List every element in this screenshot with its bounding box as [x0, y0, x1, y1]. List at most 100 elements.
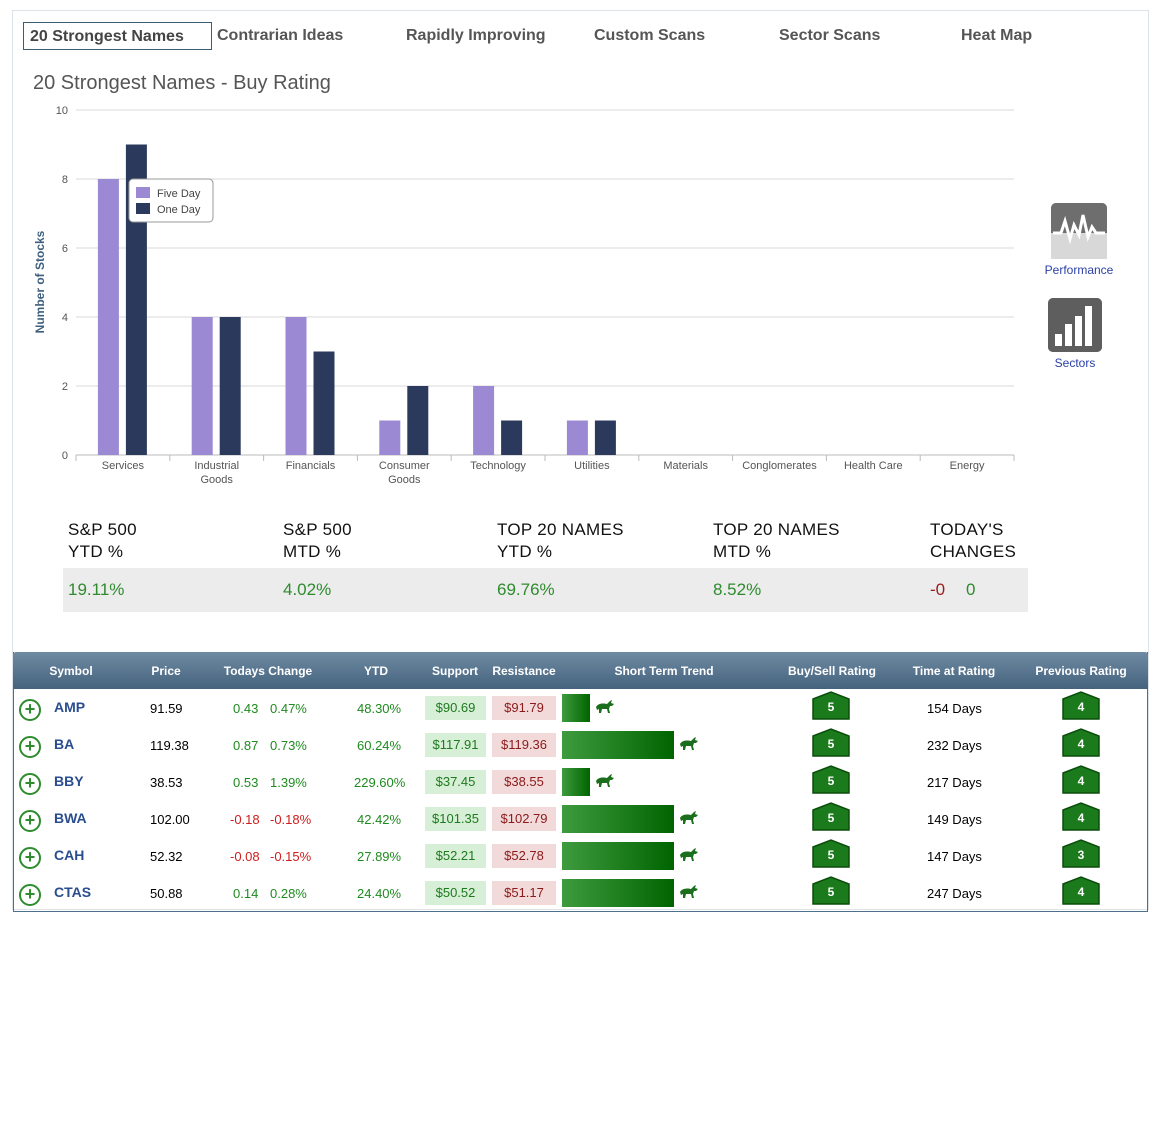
- x-tick-label: Consumer: [379, 460, 430, 472]
- ytd-value: 48.30%: [357, 701, 402, 716]
- change-percent: 0.28%: [270, 886, 307, 901]
- bar-one-day: [501, 420, 523, 455]
- summary-value: 8.52%: [713, 580, 762, 599]
- bull-icon: [678, 884, 700, 900]
- legend-swatch: [136, 203, 150, 214]
- y-tick-label: 10: [56, 105, 68, 117]
- expand-row-button[interactable]: +: [19, 810, 41, 832]
- bar-five-day: [191, 317, 213, 455]
- y-axis-label: Number of Stocks: [33, 230, 47, 333]
- x-tick-label: Goods: [388, 474, 421, 486]
- buy-sell-rating-badge: 5: [810, 876, 852, 905]
- resistance-value: $38.55: [492, 770, 556, 794]
- sector-bar-chart: 0 2 4 6 8 10 Number of Stocks Services Industria…: [33, 105, 1015, 486]
- bull-icon: [678, 736, 700, 752]
- col-todays-change[interactable]: Todays Change: [223, 664, 313, 678]
- support-value: $37.45: [425, 770, 486, 794]
- ytd-value: 229.60%: [354, 775, 406, 790]
- tab-sector-scans[interactable]: Sector Scans: [779, 27, 881, 44]
- stock-table: [13, 652, 1148, 912]
- support-value: $52.21: [425, 844, 486, 868]
- symbol-link[interactable]: BA: [54, 736, 75, 752]
- expand-row-button[interactable]: +: [19, 736, 41, 758]
- price-value: 52.32: [150, 849, 183, 864]
- tab-heat-map[interactable]: Heat Map: [961, 27, 1033, 44]
- bull-icon: [678, 847, 700, 863]
- sectors-label: Sectors: [1054, 356, 1096, 370]
- symbol-link[interactable]: BWA: [54, 810, 87, 826]
- price-value: 91.59: [150, 701, 183, 716]
- ytd-value: 60.24%: [357, 738, 402, 753]
- x-tick-label: Energy: [950, 460, 985, 472]
- symbol-link[interactable]: AMP: [54, 699, 86, 715]
- change-percent: 0.47%: [270, 701, 307, 716]
- col-price[interactable]: Price: [151, 664, 181, 678]
- col-ytd[interactable]: YTD: [364, 664, 388, 678]
- x-tick-label: Utilities: [574, 460, 610, 472]
- legend-label: Five Day: [157, 188, 201, 200]
- summary-header: TODAY'S CHANGES: [930, 520, 1017, 561]
- price-value: 119.38: [150, 738, 189, 753]
- resistance-value: $91.79: [492, 696, 556, 720]
- col-buy-sell-rating[interactable]: Buy/Sell Rating: [787, 664, 877, 678]
- x-tick-label: Health Care: [844, 460, 903, 472]
- x-tick-label: Industrial: [194, 460, 239, 472]
- col-support[interactable]: Support: [432, 664, 478, 678]
- bar-five-day: [97, 179, 119, 455]
- bull-icon: [594, 773, 616, 789]
- bull-icon: [678, 810, 700, 826]
- changes-negative-value: -0: [930, 580, 946, 599]
- legend-swatch: [136, 187, 150, 198]
- change-value: 0.87: [233, 738, 259, 753]
- time-at-rating: 232 Days: [927, 738, 982, 753]
- col-time-at-rating[interactable]: Time at Rating: [912, 664, 996, 678]
- tab-custom-scans[interactable]: Custom Scans: [594, 27, 706, 44]
- summary-value: 19.11%: [68, 580, 125, 599]
- resistance-value: $51.17: [492, 881, 556, 905]
- summary-header: S&P 500 MTD %: [283, 520, 352, 561]
- resistance-value: $102.79: [492, 807, 556, 831]
- bar-one-day: [594, 420, 616, 455]
- y-tick-label: 8: [62, 174, 68, 186]
- symbol-link[interactable]: BBY: [54, 773, 84, 789]
- buy-sell-rating-badge: 5: [810, 728, 852, 757]
- y-tick-label: 6: [62, 243, 68, 255]
- summary-value: 69.76%: [497, 580, 555, 599]
- previous-rating-badge: 3: [1060, 839, 1102, 868]
- support-value: $101.35: [425, 807, 486, 831]
- y-tick-label: 4: [62, 312, 68, 324]
- expand-row-button[interactable]: +: [19, 884, 41, 906]
- tab-contrarian-ideas[interactable]: Contrarian Ideas: [217, 27, 344, 44]
- performance-button[interactable]: Performance: [1040, 203, 1118, 277]
- tab-20-strongest-names[interactable]: 20 Strongest Names: [23, 22, 212, 50]
- summary-value: 4.02%: [283, 580, 332, 599]
- x-tick-label: Materials: [663, 460, 708, 472]
- y-tick-label: 2: [62, 381, 68, 393]
- sectors-button[interactable]: Sectors: [1040, 298, 1110, 370]
- content-frame: [12, 10, 1149, 910]
- symbol-link[interactable]: CTAS: [54, 884, 92, 900]
- expand-row-button[interactable]: +: [19, 847, 41, 869]
- col-short-term-trend[interactable]: Short Term Trend: [614, 664, 714, 678]
- symbol-link[interactable]: CAH: [54, 847, 85, 863]
- change-percent: 1.39%: [270, 775, 307, 790]
- time-at-rating: 149 Days: [927, 812, 982, 827]
- buy-sell-rating-badge: 5: [810, 839, 852, 868]
- col-previous-rating[interactable]: Previous Rating: [1035, 664, 1127, 678]
- expand-row-button[interactable]: +: [19, 773, 41, 795]
- tab-rapidly-improving[interactable]: Rapidly Improving: [406, 27, 546, 44]
- previous-rating-badge: 4: [1060, 728, 1102, 757]
- col-resistance[interactable]: Resistance: [492, 664, 556, 678]
- x-tick-label: Technology: [470, 460, 526, 472]
- expand-row-button[interactable]: +: [19, 699, 41, 721]
- price-value: 50.88: [150, 886, 183, 901]
- buy-sell-rating-badge: 5: [810, 765, 852, 794]
- previous-rating-badge: 4: [1060, 876, 1102, 905]
- time-at-rating: 154 Days: [927, 701, 982, 716]
- support-value: $117.91: [425, 733, 486, 757]
- price-value: 38.53: [150, 775, 183, 790]
- y-tick-label: 0: [62, 450, 68, 462]
- summary-header: TOP 20 NAMES MTD %: [713, 520, 840, 561]
- col-symbol[interactable]: Symbol: [49, 664, 93, 678]
- legend-label: One Day: [157, 204, 201, 216]
